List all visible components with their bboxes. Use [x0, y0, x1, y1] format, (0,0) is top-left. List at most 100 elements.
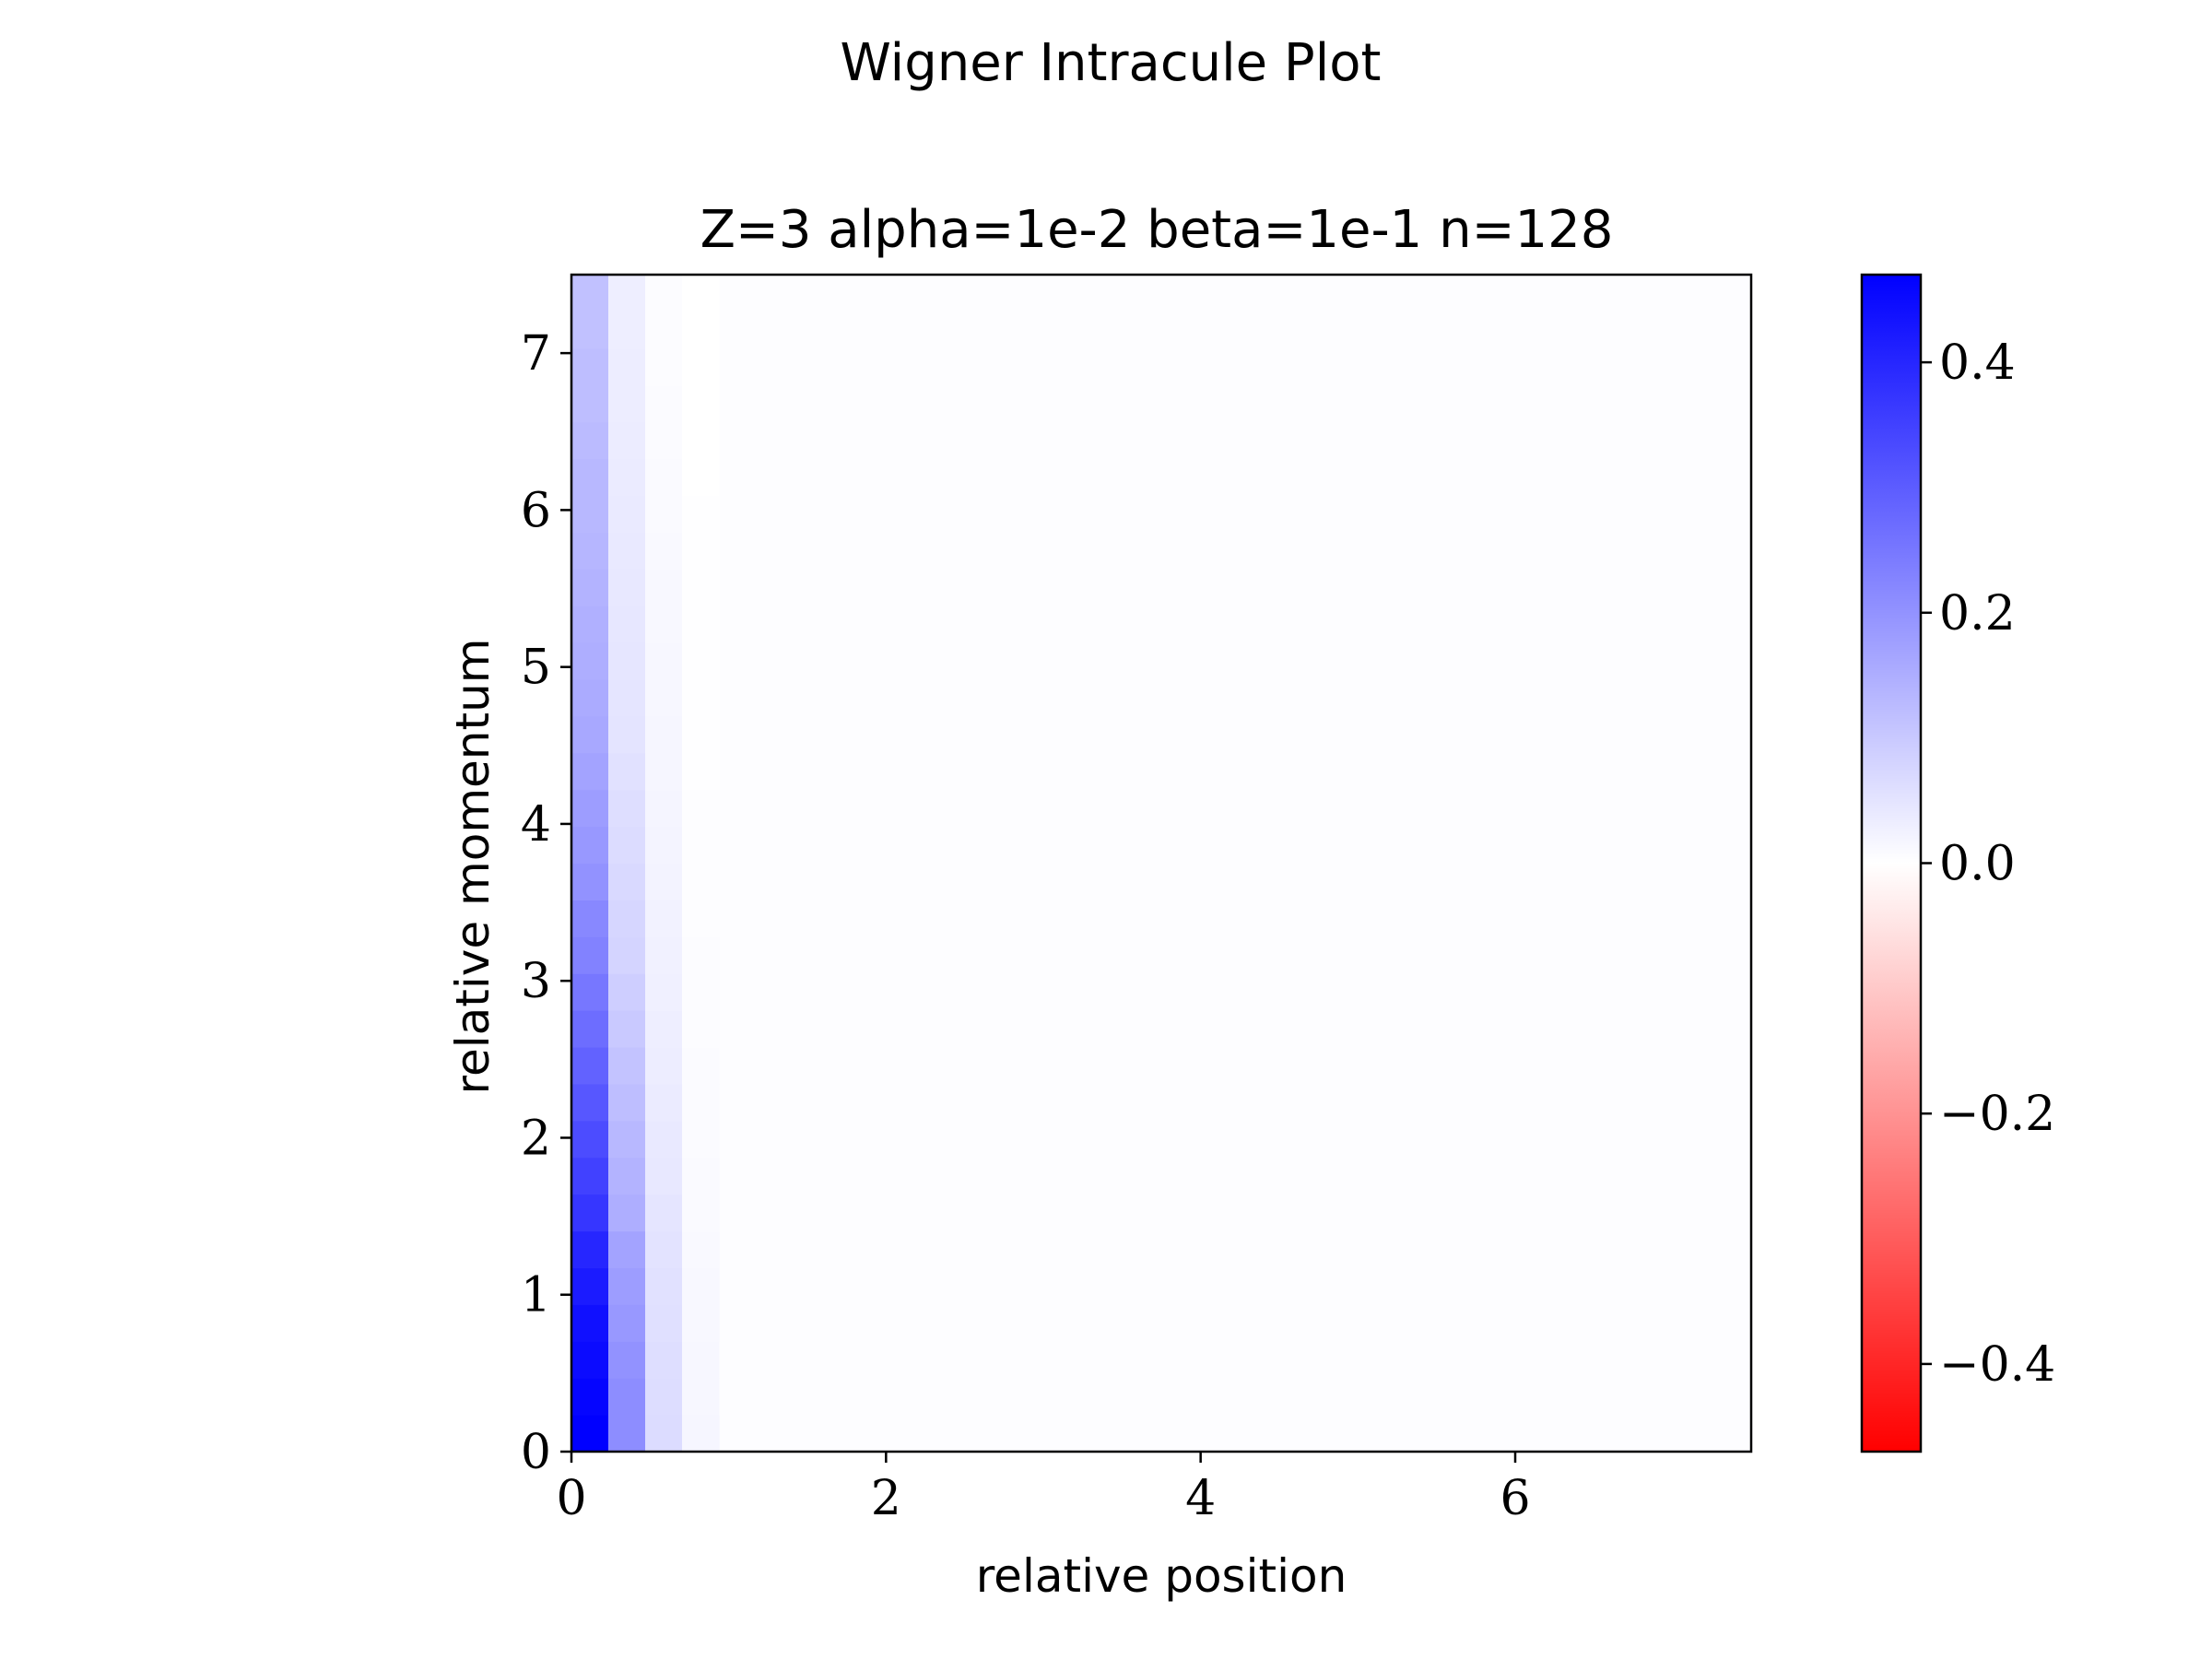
- heatmap-cell: [608, 1341, 646, 1379]
- heatmap-cell: [571, 1010, 609, 1048]
- heatmap-cell: [608, 275, 646, 312]
- y-tick-label: 7: [521, 326, 551, 382]
- heatmap-cell: [571, 1230, 609, 1269]
- heatmap-cell: [571, 532, 609, 570]
- heatmap-cell: [682, 789, 720, 828]
- heatmap-cell: [571, 1120, 609, 1159]
- heatmap-cell: [608, 1083, 646, 1122]
- heatmap-cell: [682, 678, 720, 717]
- heatmap-cell: [645, 1010, 683, 1048]
- y-tick-label: 0: [521, 1425, 551, 1480]
- heatmap-cell: [682, 1120, 720, 1159]
- heatmap-cell: [645, 863, 683, 901]
- heatmap-cell: [645, 973, 683, 1011]
- colorbar-tick-label: 0.0: [1939, 837, 2016, 892]
- heatmap-cell: [682, 347, 720, 386]
- heatmap-cell: [571, 569, 609, 606]
- heatmap-cell: [645, 1120, 683, 1159]
- heatmap-cell: [682, 1267, 720, 1305]
- heatmap-cell: [608, 1304, 646, 1342]
- heatmap-cell: [645, 678, 683, 717]
- heatmap-cell: [571, 458, 609, 497]
- heatmap-cell: [682, 1230, 720, 1269]
- heatmap-cell: [682, 532, 720, 570]
- x-tick-label: 4: [1185, 1471, 1216, 1526]
- heatmap-cell: [608, 863, 646, 901]
- heatmap-cell: [571, 495, 609, 533]
- heatmap-cell: [682, 1083, 720, 1122]
- heatmap-cell: [645, 384, 683, 423]
- heatmap-cell: [608, 1378, 646, 1416]
- heatmap-cell: [608, 900, 646, 937]
- heatmap-cell: [645, 1304, 683, 1342]
- heatmap-cell: [571, 863, 609, 901]
- heatmap-cell: [645, 532, 683, 570]
- heatmap-cell: [682, 458, 720, 497]
- heatmap-cell: [682, 1304, 720, 1342]
- heatmap-cell: [682, 311, 720, 349]
- heatmap-cell: [682, 936, 720, 974]
- heatmap-cell: [682, 1378, 720, 1416]
- heatmap-cell: [608, 1047, 646, 1085]
- heatmap-cell: [682, 715, 720, 754]
- heatmap-cell: [645, 936, 683, 974]
- heatmap-cell: [571, 678, 609, 717]
- heatmap-cell: [571, 1157, 609, 1195]
- heatmap-cell: [682, 1047, 720, 1085]
- heatmap-cell: [608, 1194, 646, 1232]
- colorbar-ticks: 0.4 0.2 0.0 −0.2 −0.4: [1921, 335, 2055, 1393]
- heatmap-background: [719, 275, 1751, 1452]
- colorbar-tick-label: −0.4: [1939, 1337, 2055, 1393]
- heatmap-cell: [571, 421, 609, 460]
- heatmap-cell: [571, 275, 609, 312]
- heatmap-cell: [608, 826, 646, 865]
- heatmap-cell: [608, 1415, 646, 1453]
- heatmap-cell: [571, 715, 609, 754]
- x-axis-label: relative position: [976, 1549, 1347, 1603]
- heatmap-cell: [608, 789, 646, 828]
- heatmap-cell: [645, 1230, 683, 1269]
- heatmap-cell: [682, 642, 720, 680]
- heatmap-cell: [645, 1378, 683, 1416]
- heatmap-cell: [645, 275, 683, 312]
- heatmap-cell: [682, 826, 720, 865]
- heatmap-cell: [682, 495, 720, 533]
- heatmap-cell: [645, 1415, 683, 1453]
- heatmap-cell: [571, 347, 609, 386]
- heatmap-cell: [645, 1083, 683, 1122]
- heatmap-cell: [571, 606, 609, 643]
- heatmap-cell: [682, 606, 720, 643]
- heatmap-cell: [608, 458, 646, 497]
- heatmap-cell: [571, 1047, 609, 1085]
- y-axis-label: relative momentum: [446, 639, 500, 1095]
- colorbar-tick-label: 0.4: [1939, 335, 2016, 391]
- heatmap-cell: [682, 1157, 720, 1195]
- colorbar: [1860, 273, 1923, 1453]
- y-tick-label: 3: [521, 954, 551, 1009]
- heatmap-cell: [608, 347, 646, 386]
- heatmap-cell: [682, 275, 720, 312]
- heatmap-cell: [608, 569, 646, 606]
- colorbar-tick-label: 0.2: [1939, 586, 2016, 641]
- x-tick-label: 2: [871, 1471, 901, 1526]
- heatmap-cell: [645, 789, 683, 828]
- heatmap-cell: [645, 421, 683, 460]
- colorbar-tick-label: −0.2: [1939, 1087, 2055, 1142]
- heatmap-cell: [645, 311, 683, 349]
- heatmap-cell: [645, 715, 683, 754]
- heatmap-cell: [645, 1194, 683, 1232]
- heatmap-cell: [608, 752, 646, 791]
- heatmap-cell: [608, 495, 646, 533]
- heatmap-cell: [608, 532, 646, 570]
- heatmap-cell: [608, 936, 646, 974]
- heatmap-cell: [608, 421, 646, 460]
- heatmap-cell: [608, 606, 646, 643]
- heatmap-cell: [645, 1341, 683, 1379]
- y-axis: 0 1 2 3 4 5 6 7: [521, 326, 571, 1480]
- y-tick-label: 1: [521, 1268, 551, 1324]
- heatmap-cell: [682, 421, 720, 460]
- heatmap-cell: [645, 1157, 683, 1195]
- heatmap-cell: [571, 936, 609, 974]
- heatmap-cell: [645, 569, 683, 606]
